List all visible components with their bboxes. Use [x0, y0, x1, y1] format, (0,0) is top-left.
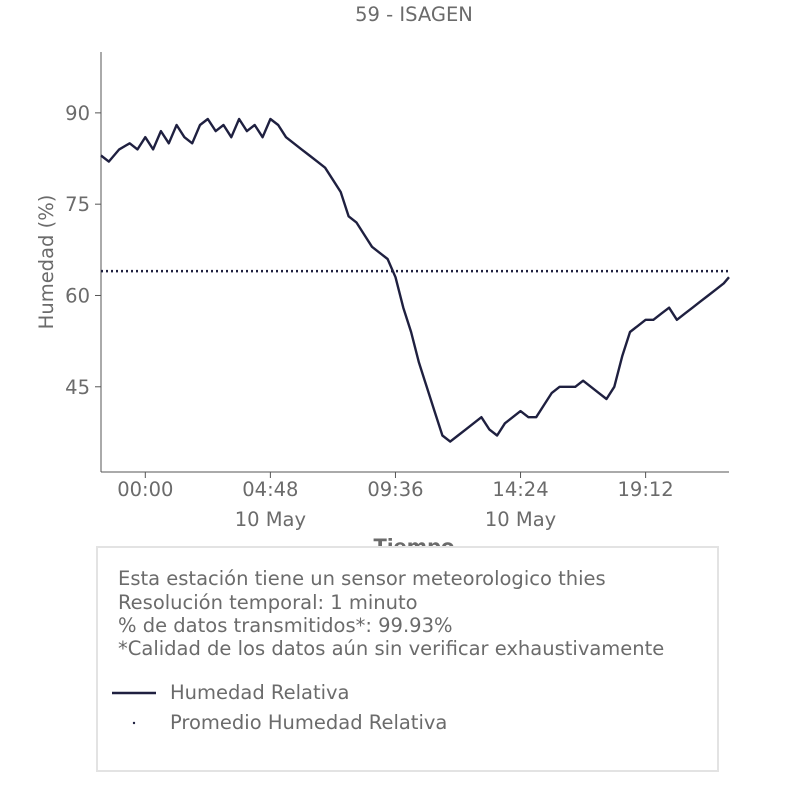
y-tick-label: 60 — [65, 284, 90, 307]
x-tick-label: 19:12 — [618, 478, 674, 501]
plot-area: 45 60 75 90 00:00 04:48 10 May 09:36 14:24 10 May… — [65, 52, 730, 531]
y-tick-label: 90 — [65, 102, 90, 125]
info-legend-box: Esta estación tiene un sensor meteorolog… — [96, 546, 719, 772]
x-tick-label: 00:00 — [117, 478, 173, 501]
chart-title: 59 - ISAGEN — [355, 3, 473, 26]
legend-dotted-line-icon — [132, 721, 136, 725]
x-tick-label: 04:48 — [242, 478, 298, 501]
info-quality-note: *Calidad de los datos aún sin verificar … — [118, 637, 665, 660]
x-tick-date-label: 10 May — [485, 508, 556, 531]
humidity-series-line — [100, 117, 730, 443]
y-tick-label: 45 — [65, 376, 90, 399]
info-transmitted-text: % de datos transmitidos*: 99.93% — [118, 614, 453, 637]
info-resolution-text: Resolución temporal: 1 minuto — [118, 591, 418, 614]
x-tick-label: 09:36 — [367, 478, 423, 501]
y-axis-label: Humedad (%) — [35, 195, 58, 330]
x-tick-label: 14:24 — [492, 478, 548, 501]
info-sensor-text: Esta estación tiene un sensor meteorolog… — [118, 567, 606, 590]
legend-label-humedad: Humedad Relativa — [170, 681, 350, 704]
legend-solid-line-icon — [112, 691, 156, 695]
y-tick-label: 75 — [65, 193, 90, 216]
legend-label-promedio: Promedio Humedad Relativa — [170, 711, 448, 734]
x-tick-date-label: 10 May — [235, 508, 306, 531]
